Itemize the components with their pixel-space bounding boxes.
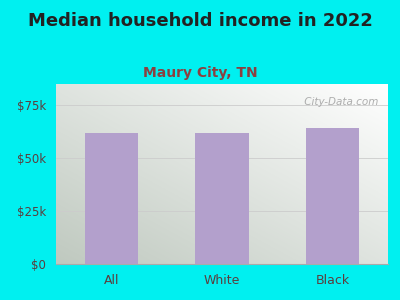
Text: City-Data.com: City-Data.com [301,97,378,106]
Bar [306,128,359,264]
Text: Median household income in 2022: Median household income in 2022 [28,12,372,30]
Bar [196,133,248,264]
Text: Maury City, TN: Maury City, TN [143,66,257,80]
Bar [85,133,138,264]
